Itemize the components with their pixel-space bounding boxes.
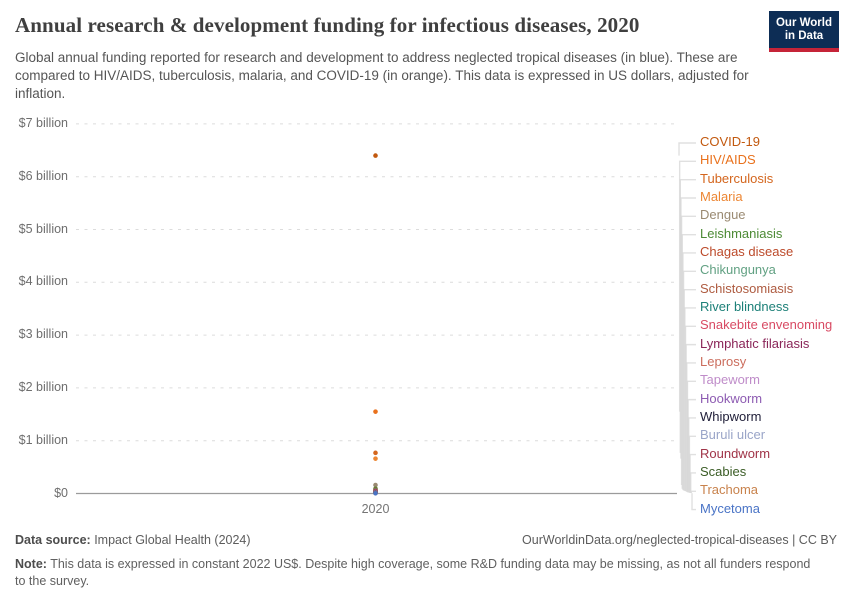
y-tick-5-billion: $5 billion xyxy=(18,221,68,236)
legend-label-mycetoma[interactable]: Mycetoma xyxy=(700,500,760,516)
y-tick-6-billion: $6 billion xyxy=(18,168,68,183)
legend-label-snakebite-envenoming[interactable]: Snakebite envenoming xyxy=(700,317,833,333)
legend-connector-mycetoma xyxy=(691,493,696,511)
y-tick-4-billion: $4 billion xyxy=(18,274,68,289)
legend-label-buruli-ulcer[interactable]: Buruli ulcer xyxy=(700,427,766,443)
legend-label-scabies[interactable]: Scabies xyxy=(700,463,747,479)
legend-connector-scabies xyxy=(690,472,696,494)
legend-label-malaria[interactable]: Malaria xyxy=(700,188,743,204)
data-point-hiv-aids[interactable] xyxy=(373,409,378,414)
chart-footer: Data source: Impact Global Health (2024)… xyxy=(15,533,837,590)
data-point-tuberculosis[interactable] xyxy=(373,450,378,456)
legend-label-lymphatic-filariasis[interactable]: Lymphatic filariasis xyxy=(700,335,810,351)
x-tick-2020: 2020 xyxy=(361,502,390,516)
legend-label-hookworm[interactable]: Hookworm xyxy=(700,390,763,406)
legend-label-schistosomiasis[interactable]: Schistosomiasis xyxy=(700,280,794,296)
data-source-label: Data source: xyxy=(15,533,91,547)
page-title: Annual research & development funding fo… xyxy=(15,13,640,37)
owid-logo-line2: in Data xyxy=(784,30,824,43)
footnote-value: This data is expressed in constant 2022 … xyxy=(15,557,811,588)
chart-subtitle: Global annual funding reported for resea… xyxy=(15,50,749,102)
data-source-line: Data source: Impact Global Health (2024) xyxy=(15,533,251,547)
legend-label-whipworm[interactable]: Whipworm xyxy=(700,408,762,424)
footnote: Note: This data is expressed in constant… xyxy=(15,556,820,590)
legend-label-chagas-disease[interactable]: Chagas disease xyxy=(700,243,794,259)
y-tick-7-billion: $7 billion xyxy=(18,115,68,130)
legend-label-leishmaniasis[interactable]: Leishmaniasis xyxy=(700,225,783,241)
footnote-label: Note: xyxy=(15,557,47,571)
owid-logo[interactable]: Our World in Data xyxy=(769,11,839,53)
data-point-covid-19[interactable] xyxy=(373,153,378,158)
owid-logo-stripe xyxy=(769,48,839,53)
legend-label-tuberculosis[interactable]: Tuberculosis xyxy=(700,170,774,186)
data-source-value: Impact Global Health (2024) xyxy=(90,533,251,547)
owid-url-link[interactable]: OurWorldinData.org/neglected-tropical-di… xyxy=(522,533,837,547)
legend-label-covid-19[interactable]: COVID-19 xyxy=(700,134,760,149)
legend-label-tapeworm[interactable]: Tapeworm xyxy=(700,372,760,388)
y-tick-1-billion: $1 billion xyxy=(18,432,68,447)
legend-label-river-blindness[interactable]: River blindness xyxy=(700,298,789,314)
legend-connector-covid-19 xyxy=(678,142,696,156)
y-tick-0: $0 xyxy=(54,485,68,500)
legend-label-dengue[interactable]: Dengue xyxy=(700,207,746,223)
y-tick-3-billion: $3 billion xyxy=(18,327,68,342)
legend-label-hiv-aids[interactable]: HIV/AIDS xyxy=(700,152,756,168)
data-point-mycetoma[interactable] xyxy=(373,490,378,496)
legend-label-leprosy[interactable]: Leprosy xyxy=(700,353,747,369)
legend-label-trachoma[interactable]: Trachoma xyxy=(700,482,759,498)
owid-logo-line1: Our World xyxy=(775,17,832,29)
data-point-dengue[interactable] xyxy=(373,482,378,488)
y-tick-2-billion: $2 billion xyxy=(18,379,68,394)
legend-label-chikungunya[interactable]: Chikungunya xyxy=(700,262,776,278)
data-point-malaria[interactable] xyxy=(373,456,378,461)
legend-label-roundworm[interactable]: Roundworm xyxy=(700,445,771,461)
legend-connector-trachoma xyxy=(690,490,696,494)
